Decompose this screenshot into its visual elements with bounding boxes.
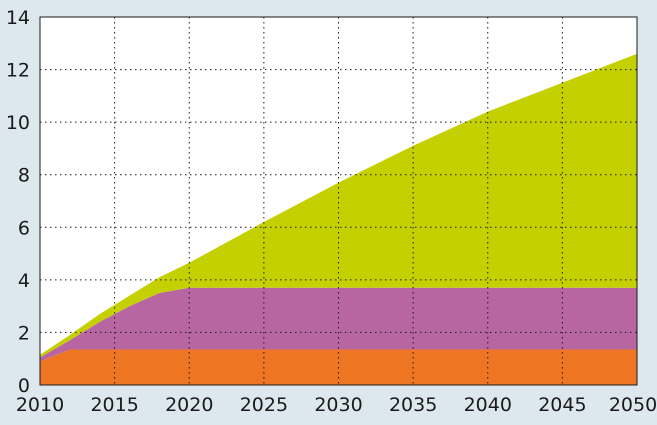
- y-tick-label: 0: [18, 375, 30, 397]
- y-tick-label: 4: [18, 270, 30, 292]
- y-tick-label: 10: [6, 112, 30, 134]
- x-tick-label: 2020: [165, 394, 213, 416]
- x-tick-label: 2050: [609, 394, 657, 416]
- x-axis-ticks: 2010 2015 2020 2025 2030 2035 2040 2045 2050: [16, 394, 657, 416]
- y-tick-label: 2: [18, 322, 30, 344]
- y-tick-label: 12: [6, 60, 30, 82]
- y-tick-label: 8: [18, 165, 30, 187]
- plot-border: [39, 16, 638, 386]
- x-tick-label: 2030: [314, 394, 362, 416]
- x-tick-label: 2010: [16, 394, 64, 416]
- y-tick-label: 6: [18, 217, 30, 239]
- y-tick-label: 14: [6, 7, 30, 29]
- x-tick-label: 2035: [389, 394, 437, 416]
- x-tick-label: 2025: [240, 394, 288, 416]
- x-tick-label: 2045: [538, 394, 586, 416]
- area-series-3: [40, 53, 637, 358]
- y-axis-ticks: 0 2 4 6 8 10 12 14: [6, 7, 30, 397]
- x-tick-label: 2040: [464, 394, 512, 416]
- gridlines: [39, 16, 638, 386]
- x-tick-label: 2015: [90, 394, 138, 416]
